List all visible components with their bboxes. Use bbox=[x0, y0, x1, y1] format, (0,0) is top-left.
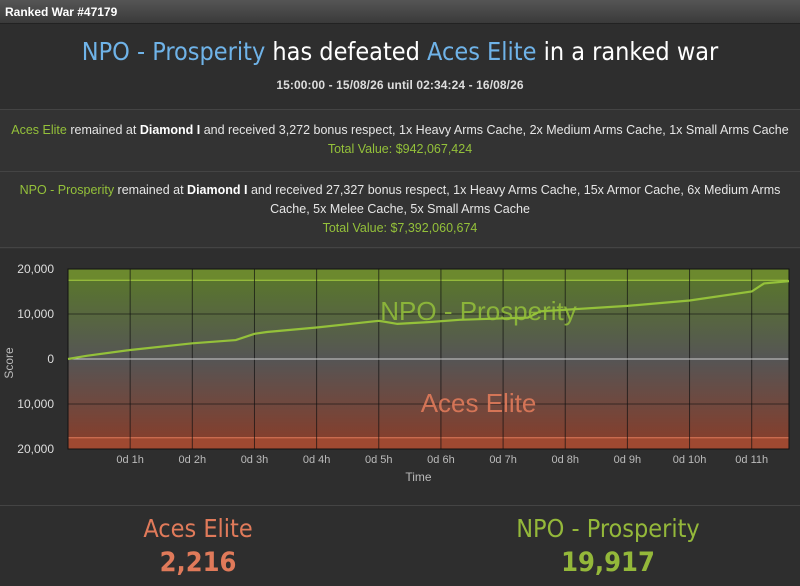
score-chart: 0d 1h 0d 2h 0d 3h 0d 4h 0d 5h 0d 6h 0d 7h 0d 8h… bbox=[0, 249, 800, 506]
loser-link[interactable]: Aces Elite bbox=[427, 37, 537, 66]
x-tick-label: 0d 6h bbox=[427, 454, 455, 466]
x-axis-label: Time bbox=[405, 470, 432, 484]
x-tick-label: 0d 1h bbox=[116, 454, 144, 466]
reward-rank: Diamond I bbox=[139, 123, 201, 137]
reward-total-value: Total Value: $7,392,060,674 bbox=[322, 221, 478, 235]
war-headline: NPO - Prosperity has defeated Aces Elite… bbox=[0, 37, 800, 66]
y-tick-label: 10,000 bbox=[17, 397, 54, 411]
x-tick-label: 0d 8h bbox=[551, 454, 579, 466]
x-tick-label: 0d 9h bbox=[614, 454, 642, 466]
x-tick-label: 0d 3h bbox=[241, 454, 269, 466]
score-line bbox=[67, 280, 790, 361]
lower-faction-label: Aces Elite bbox=[421, 388, 537, 418]
team-score: 2,216 bbox=[159, 547, 237, 578]
reward-text: and received 3,272 bonus respect, 1x Hea… bbox=[200, 123, 789, 137]
y-tick-label: 20,000 bbox=[17, 442, 54, 456]
team-name: NPO - Prosperity bbox=[516, 514, 700, 543]
x-tick-label: 0d 10h bbox=[673, 454, 707, 466]
score-chart-svg: 0d 1h 0d 2h 0d 3h 0d 4h 0d 5h 0d 6h 0d 7h 0d 8h… bbox=[2, 262, 790, 484]
x-tick-label: 0d 5h bbox=[365, 454, 393, 466]
war-result-header: NPO - Prosperity has defeated Aces Elite… bbox=[0, 24, 800, 110]
war-period: 15:00:00 - 15/08/26 until 02:34:24 - 16/… bbox=[276, 78, 524, 92]
team-score: 19,917 bbox=[561, 547, 655, 578]
score-aces-elite: Aces Elite 2,216 bbox=[48, 514, 348, 578]
lower-target-band bbox=[68, 437, 789, 449]
reward-rank: Diamond I bbox=[187, 183, 248, 197]
reward-text: remained at bbox=[66, 123, 140, 137]
y-tick-label: 10,000 bbox=[17, 307, 54, 321]
x-tick-label: 0d 11h bbox=[735, 454, 768, 466]
reward-text: remained at bbox=[114, 183, 188, 197]
team-name: Aces Elite bbox=[143, 514, 253, 543]
y-axis-label: Score bbox=[2, 347, 16, 379]
reward-total-value: Total Value: $942,067,424 bbox=[327, 142, 473, 156]
y-tick-label: 0 bbox=[47, 352, 54, 366]
reward-text: and received 27,327 bonus respect, 1x He… bbox=[247, 183, 781, 216]
x-tick-label: 0d 2h bbox=[179, 454, 207, 466]
reward-faction-link[interactable]: NPO - Prosperity bbox=[19, 183, 115, 197]
reward-aces-elite: Aces Elite remained at Diamond I and rec… bbox=[0, 110, 800, 172]
final-scores: Aces Elite 2,216 NPO - Prosperity 19,917 bbox=[0, 506, 800, 586]
winner-link[interactable]: NPO - Prosperity bbox=[81, 37, 266, 66]
x-tick-label: 0d 4h bbox=[303, 454, 331, 466]
reward-faction-link[interactable]: Aces Elite bbox=[11, 123, 67, 137]
y-tick-label: 20,000 bbox=[17, 262, 54, 276]
headline-middle: has defeated bbox=[265, 37, 428, 66]
headline-suffix: in a ranked war bbox=[536, 37, 719, 66]
upper-target-band bbox=[68, 269, 789, 281]
reward-npo-prosperity: NPO - Prosperity remained at Diamond I a… bbox=[0, 172, 800, 248]
window-title: Ranked War #47179 bbox=[0, 0, 800, 24]
score-npo-prosperity: NPO - Prosperity 19,917 bbox=[458, 514, 758, 578]
x-tick-label: 0d 7h bbox=[489, 454, 517, 466]
